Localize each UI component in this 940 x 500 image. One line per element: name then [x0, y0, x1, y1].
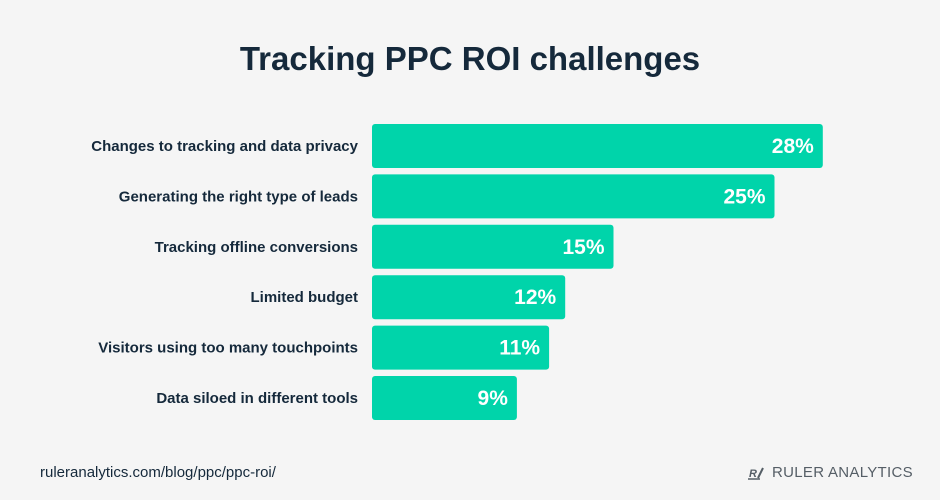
source-url: ruleranalytics.com/blog/ppc/ppc-roi/: [40, 464, 276, 481]
category-label: Data siloed in different tools: [156, 390, 358, 407]
svg-text:R: R: [749, 468, 757, 480]
category-label: Limited budget: [251, 289, 359, 306]
ruler-logo-icon: R: [748, 467, 764, 480]
brand-name: RULER ANALYTICS: [772, 464, 913, 481]
bar: [372, 124, 823, 168]
bar: [372, 224, 614, 269]
brand-logo: R RULER ANALYTICS: [748, 464, 913, 481]
category-label: Tracking offline conversions: [155, 239, 358, 256]
bar: [372, 325, 550, 370]
value-label: 9%: [478, 387, 509, 410]
value-label: 25%: [723, 185, 765, 208]
category-label: Generating the right type of leads: [119, 188, 358, 205]
value-label: 11%: [499, 337, 540, 360]
category-label: Visitors using too many touchpoints: [98, 340, 358, 357]
value-label: 12%: [514, 286, 556, 309]
bar: [372, 275, 566, 320]
value-label: 28%: [772, 135, 814, 158]
value-label: 15%: [562, 236, 604, 259]
chart-title: Tracking PPC ROI challenges: [239, 40, 701, 77]
bar: [372, 174, 775, 219]
category-label: Changes to tracking and data privacy: [91, 138, 358, 155]
bar: [372, 376, 517, 420]
